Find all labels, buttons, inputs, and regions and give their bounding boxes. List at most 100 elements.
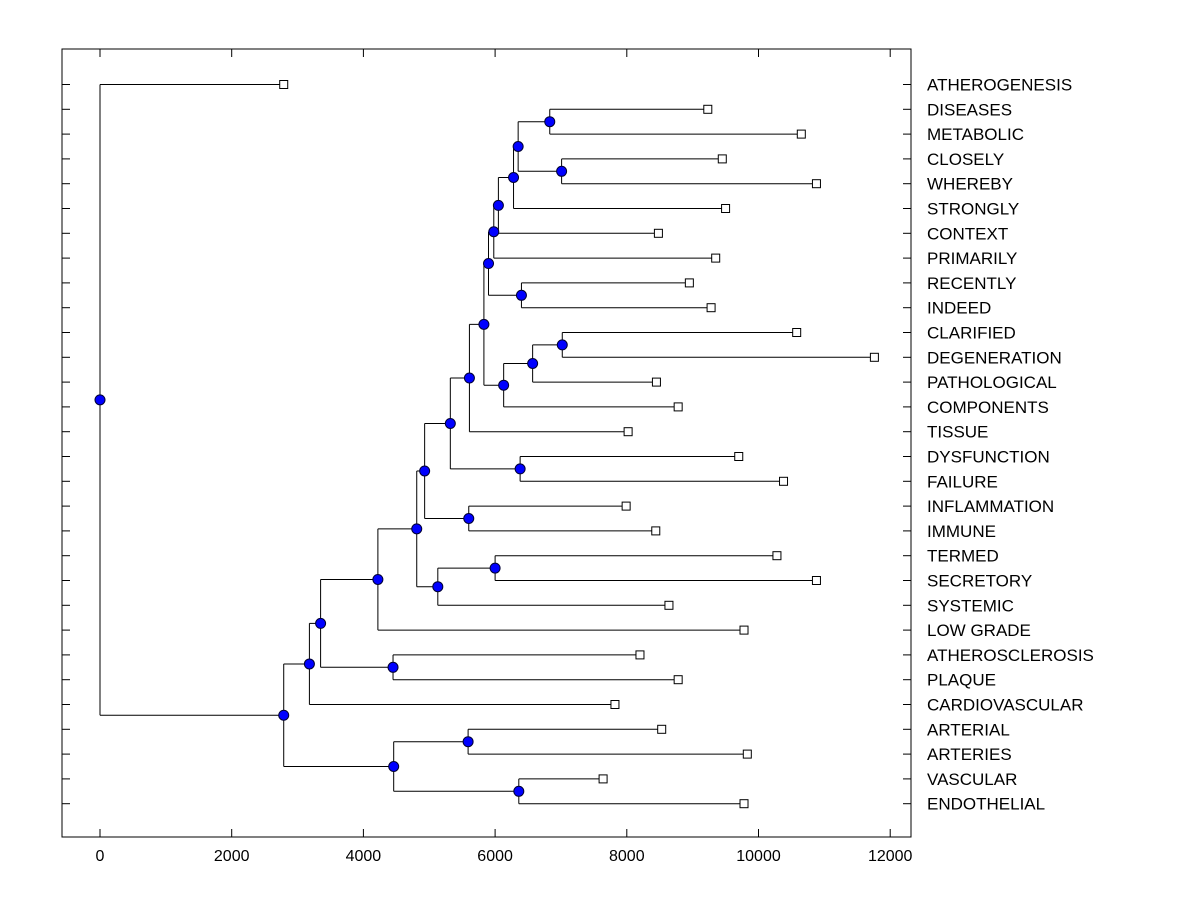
node-marker-n-inf-imm [463,513,475,524]
leaf-marker-diseases [703,104,713,114]
leaf-label-systemic: SYSTEMIC [927,596,1014,615]
node-marker-n-l [432,581,444,593]
leaf-label-termed: TERMED [927,547,999,566]
node-marker-n-art-arts [462,736,474,748]
node-marker-n-o [315,617,327,629]
node-marker-n-rec-ind [515,289,527,301]
leaf-label-primarily: PRIMARILY [927,249,1017,268]
leaf-marker-failure [779,476,789,486]
dendrogram-links [99,84,875,805]
node-marker-n-dys-fai [514,463,526,475]
node-marker-n-ter-sec [489,562,501,574]
node-marker-n-j [444,417,456,429]
leaf-marker-atherogenesis [279,80,289,89]
leaf-marker-strongly [721,204,731,213]
leaf-marker-metabolic [796,129,806,139]
x-tick-label: 4000 [346,848,382,865]
node-marker-n-k [419,465,431,477]
node-marker-n-n [372,573,384,585]
leaf-marker-whereby [811,179,821,189]
node-marker-n-q [388,761,400,772]
leaf-label-whereby: WHEREBY [927,175,1013,194]
leaf-marker-context [653,228,663,238]
leaf-label-atherogenesis: ATHEROGENESIS [927,76,1072,95]
leaf-label-arterial: ARTERIAL [927,720,1010,739]
leaf-label-pathological: PATHOLOGICAL [927,373,1057,392]
leaf-label-dysfunction: DYSFUNCTION [927,448,1050,467]
node-marker-n-g [498,379,510,391]
leaf-marker-termed [772,551,782,561]
leaf-label-secretory: SECRETORY [927,572,1032,591]
leaf-marker-tissue [623,427,633,437]
leaf-marker-dysfunction [734,452,744,461]
leaf-label-endothelial: ENDOTHELIAL [927,795,1045,814]
leaf-marker-pathological [651,377,661,387]
node-marker-n-h [478,318,490,330]
node-marker-n-ath-pla [387,661,399,673]
leaf-label-metabolic: METABOLIC [927,125,1024,144]
leaf-marker-plaque [673,675,683,685]
node-marker-n-d [488,226,500,238]
x-axis-ticks: 0 2000 4000 6000 8000 10000 12000 [96,49,913,865]
leaf-label-immune: IMMUNE [927,522,996,541]
leaf-marker-primarily [711,253,721,263]
leaf-label-failure: FAILURE [927,472,998,491]
leaf-label-diseases: DISEASES [927,100,1012,119]
node-marker-n-vas-end [513,785,525,797]
leaf-label-degeneration: DEGENERATION [927,348,1062,367]
leaf-label-recently: RECENTLY [927,274,1016,293]
leaf-label-cardiovascular: CARDIOVASCULAR [927,696,1084,715]
node-marker-n-p [303,658,315,670]
node-marker-n-b [508,172,520,183]
y-axis-ticks [62,84,911,805]
leaf-marker-atherosclerosis [635,650,645,660]
leaf-markers [279,80,879,809]
leaf-marker-recently [684,278,694,288]
x-tick-label: 10000 [736,848,781,865]
leaf-label-context: CONTEXT [927,224,1008,243]
leaf-marker-clarified [792,328,802,337]
leaf-marker-systemic [664,600,674,610]
leaf-label-arteries: ARTERIES [927,745,1012,764]
node-marker-n-e [483,258,495,270]
leaf-label-clarified: CLARIFIED [927,324,1016,343]
x-tick-label: 6000 [477,848,513,865]
node-marker-n-f [527,358,539,369]
plot-frame [61,48,912,838]
leaf-marker-components [673,402,683,412]
node-marker-n-cla-deg [556,339,568,351]
leaf-marker-inflammation [621,501,631,511]
leaf-label-closely: CLOSELY [927,150,1004,169]
x-tick-label: 8000 [609,848,645,865]
leaf-label-strongly: STRONGLY [927,200,1019,219]
leaf-label-tissue: TISSUE [927,423,988,442]
leaf-marker-closely [717,154,727,164]
leaf-marker-endothelial [739,799,749,809]
leaf-label-indeed: INDEED [927,299,991,318]
leaf-marker-secretory [811,576,821,585]
node-marker-n-clo-whe [556,165,568,177]
leaf-label-low-grade: LOW GRADE [927,621,1031,640]
node-marker-n-i [463,372,475,384]
node-marker-n-m [411,523,423,535]
x-tick-label: 0 [96,848,105,865]
leaf-marker-cardiovascular [610,700,620,709]
leaf-label-inflammation: INFLAMMATION [927,497,1054,516]
leaf-marker-arterial [657,724,667,734]
node-marker-n-dis-met [544,116,556,128]
leaf-marker-arteries [742,749,752,759]
node-markers [94,116,568,797]
node-marker-n-c [492,199,504,211]
leaf-marker-vascular [598,774,608,784]
node-marker-n-a [512,141,524,152]
x-tick-label: 12000 [868,848,913,865]
leaf-labels: ATHEROGENESIS DISEASES METABOLIC CLOSELY WHE… [927,76,1094,814]
leaf-marker-degeneration [869,352,879,362]
leaf-label-vascular: VASCULAR [927,770,1017,789]
node-marker-n-r [278,709,290,721]
node-marker-n-root [94,394,106,406]
leaf-marker-immune [651,526,661,536]
leaf-marker-indeed [706,303,716,313]
x-tick-label: 2000 [214,848,250,865]
